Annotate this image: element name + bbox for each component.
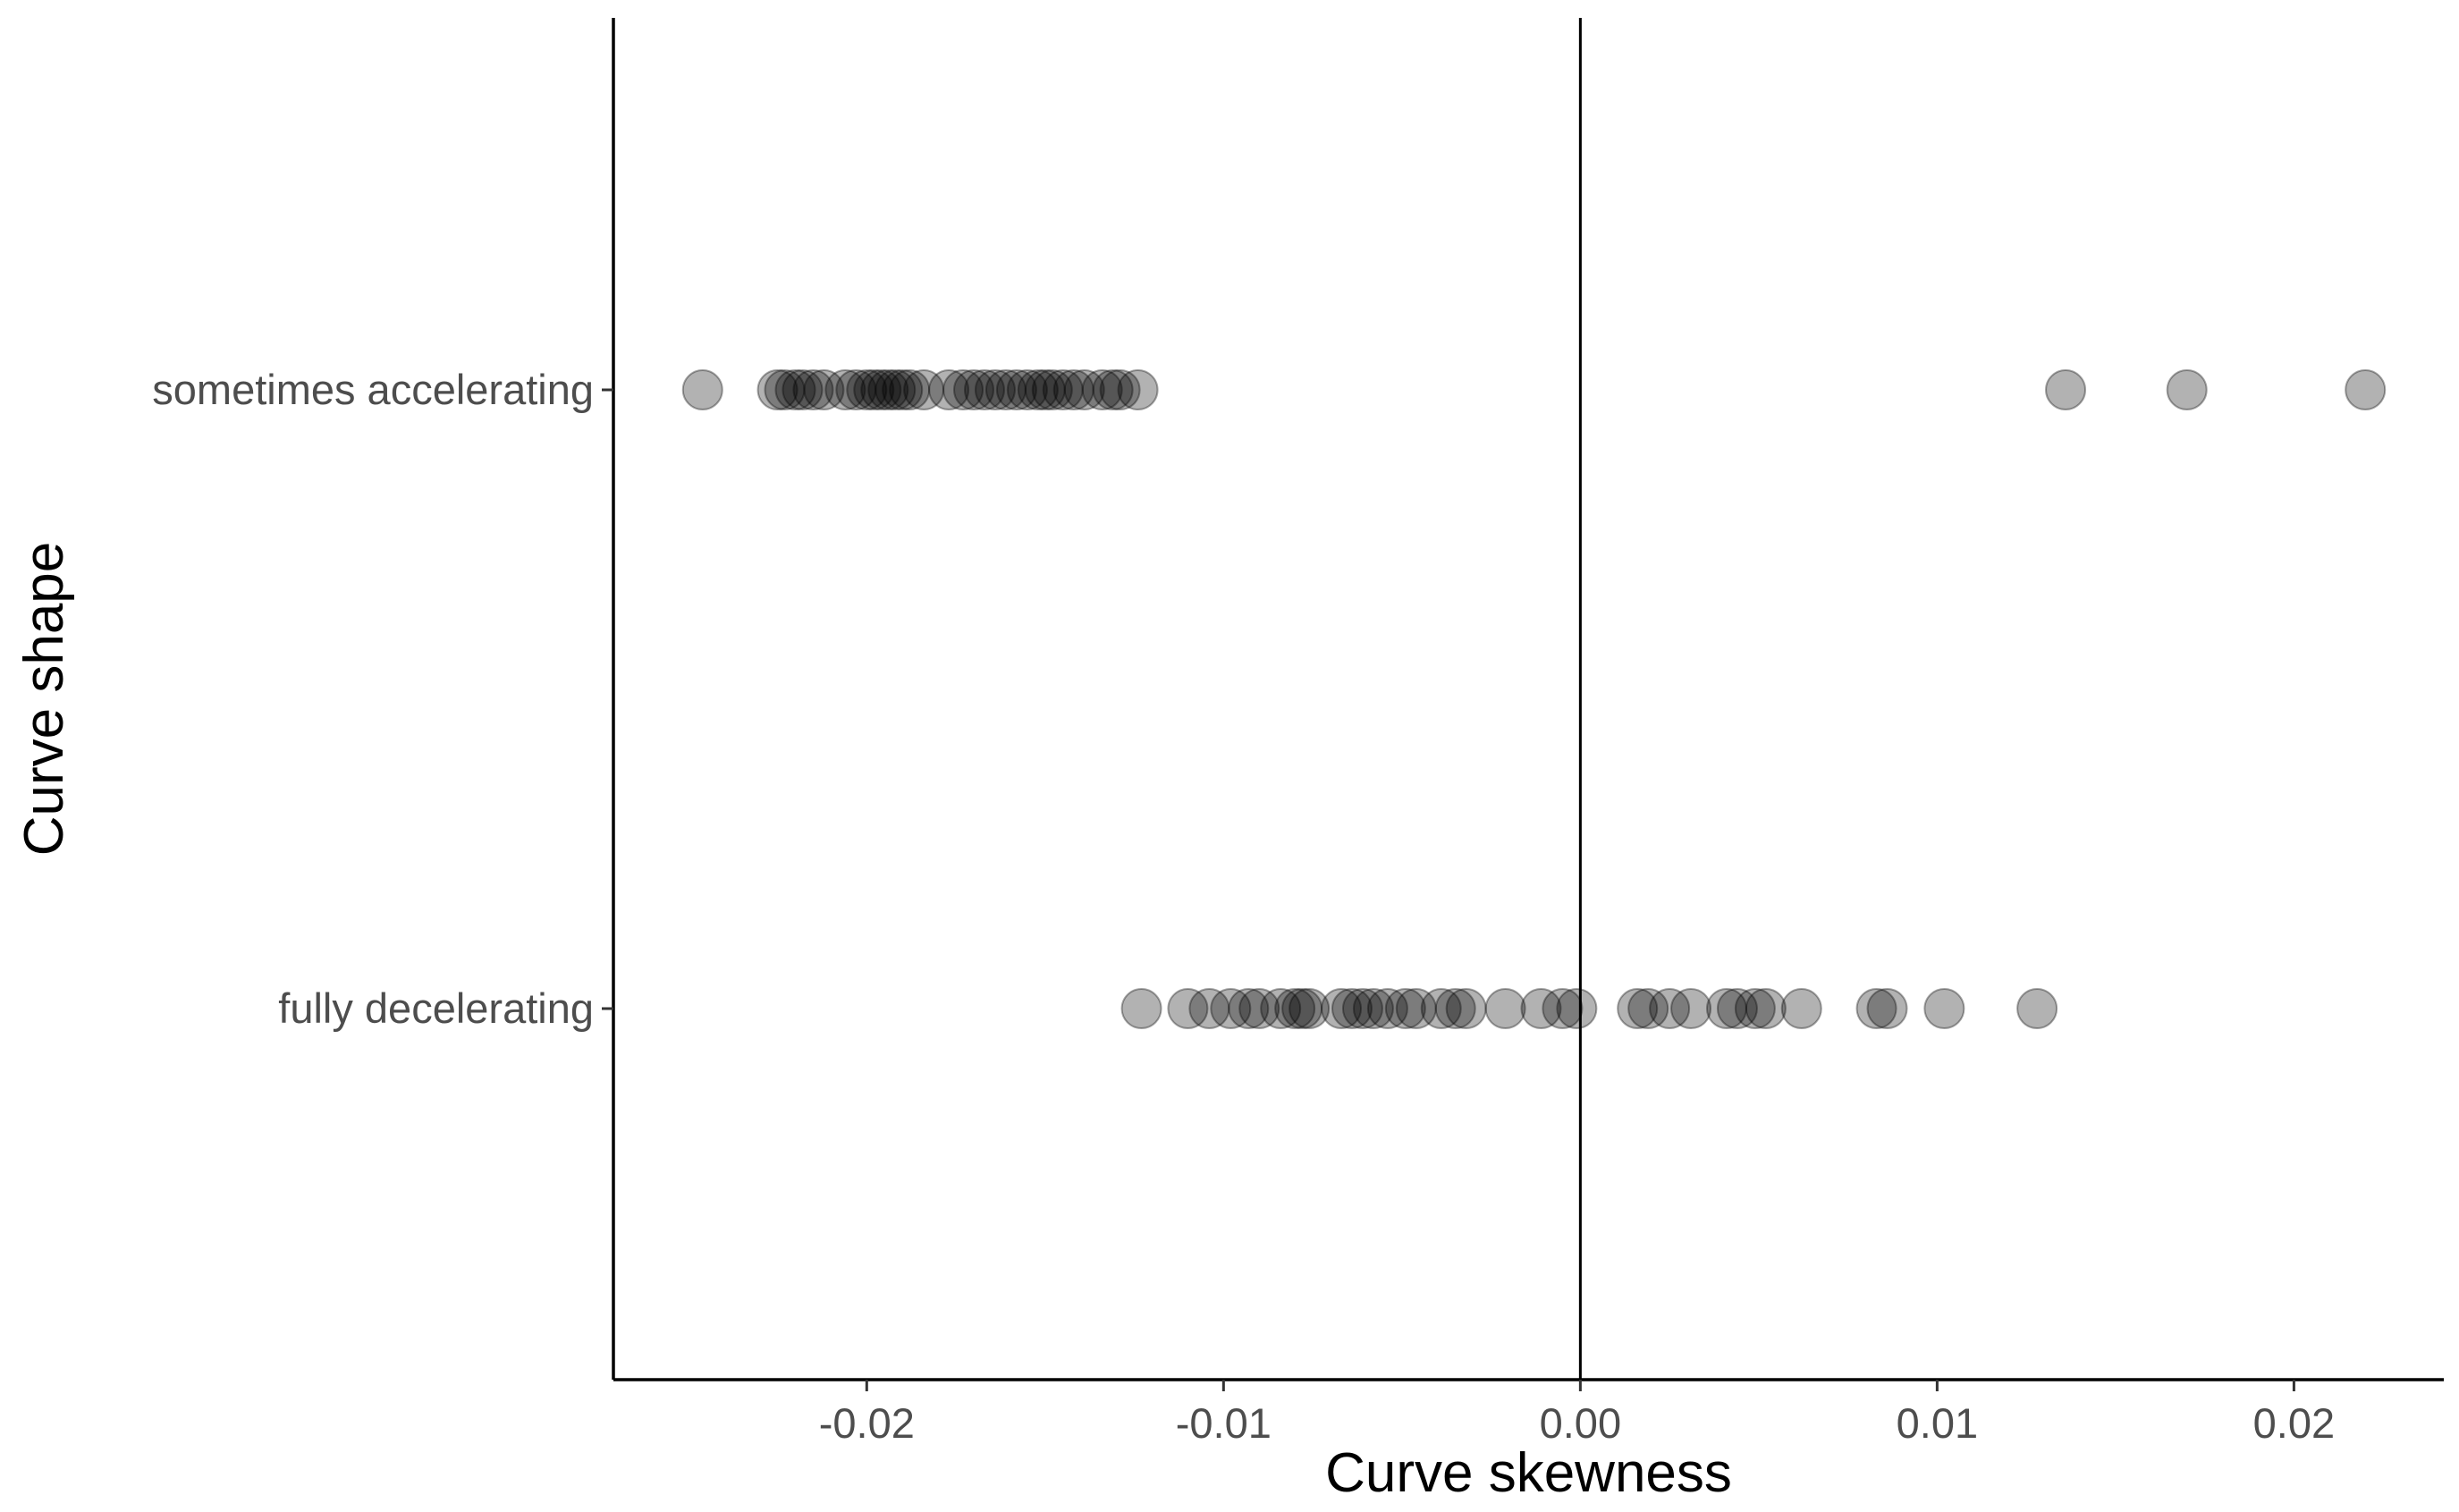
data-point	[1274, 988, 1316, 1029]
x-tick-label: -0.02	[819, 1399, 915, 1447]
data-point	[867, 369, 909, 410]
data-point	[846, 369, 888, 410]
data-point	[1167, 988, 1209, 1029]
data-point	[1281, 988, 1323, 1029]
data-point	[1228, 988, 1270, 1029]
data-point	[974, 369, 1016, 410]
data-point	[1081, 369, 1123, 410]
data-point	[1188, 988, 1230, 1029]
data-point	[1092, 369, 1134, 410]
data-point	[1617, 988, 1659, 1029]
x-axis-ticks: -0.02 -0.01 0.00 0.01 0.02	[819, 1380, 2335, 1447]
data-point	[1745, 988, 1787, 1029]
data-point	[1099, 369, 1141, 410]
y-tick-label: fully decelerating	[278, 984, 594, 1032]
x-tick-label: 0.02	[2253, 1399, 2335, 1447]
data-point	[2045, 369, 2087, 410]
data-point	[995, 369, 1037, 410]
data-point	[882, 369, 924, 410]
data-point	[860, 369, 902, 410]
data-point	[792, 369, 834, 410]
data-point	[1716, 988, 1758, 1029]
data-point	[1855, 988, 1897, 1029]
data-point	[1120, 988, 1162, 1029]
data-point	[928, 369, 970, 410]
data-point	[1780, 988, 1822, 1029]
x-tick-label: 0.01	[1897, 1399, 1978, 1447]
data-point	[1352, 988, 1394, 1029]
data-point	[1042, 369, 1084, 410]
data-point	[1395, 988, 1437, 1029]
data-point	[1484, 988, 1526, 1029]
data-point	[889, 369, 931, 410]
y-tick-label: sometimes accelerating	[152, 366, 594, 413]
data-point	[942, 369, 984, 410]
points-layer	[681, 369, 2387, 1029]
data-point	[853, 369, 895, 410]
data-point	[1117, 369, 1159, 410]
data-point	[1556, 988, 1598, 1029]
data-point	[824, 369, 866, 410]
x-axis-title: Curve skewness	[1325, 1442, 1732, 1504]
data-point	[1017, 369, 1059, 410]
data-point	[1420, 988, 1462, 1029]
data-point	[803, 369, 845, 410]
data-point	[2166, 369, 2208, 410]
data-point	[764, 369, 806, 410]
x-tick-label: 0.00	[1540, 1399, 1621, 1447]
data-point	[1445, 988, 1487, 1029]
data-point	[2016, 988, 2058, 1029]
y-axis-ticks: sometimes accelerating fully decelerating	[152, 366, 613, 1032]
data-point	[1866, 988, 1908, 1029]
data-point	[1052, 369, 1094, 410]
data-point	[1384, 988, 1426, 1029]
data-point	[2345, 369, 2387, 410]
data-point	[1331, 988, 1373, 1029]
data-point	[1670, 988, 1712, 1029]
data-point	[1289, 988, 1331, 1029]
data-point	[1341, 988, 1383, 1029]
data-point	[953, 369, 995, 410]
data-point	[903, 369, 945, 410]
data-point	[1238, 988, 1280, 1029]
data-point	[963, 369, 1005, 410]
data-point	[1923, 988, 1965, 1029]
data-point	[1031, 369, 1073, 410]
data-point	[1734, 988, 1776, 1029]
data-point	[835, 369, 877, 410]
data-point	[774, 369, 816, 410]
data-point	[782, 369, 824, 410]
data-point	[984, 369, 1027, 410]
data-point	[875, 369, 917, 410]
data-point	[1024, 369, 1066, 410]
data-point	[1434, 988, 1476, 1029]
data-point	[681, 369, 723, 410]
x-tick-label: -0.01	[1176, 1399, 1272, 1447]
data-point	[1542, 988, 1584, 1029]
data-point	[1321, 988, 1363, 1029]
data-point	[1705, 988, 1747, 1029]
data-point	[1210, 988, 1252, 1029]
y-axis-title: Curve shape	[13, 542, 75, 857]
data-point	[756, 369, 799, 410]
data-point	[1627, 988, 1669, 1029]
data-point	[1006, 369, 1048, 410]
data-point	[1366, 988, 1408, 1029]
data-point	[1520, 988, 1562, 1029]
data-point	[1649, 988, 1691, 1029]
data-point	[1063, 369, 1105, 410]
data-point	[1260, 988, 1302, 1029]
